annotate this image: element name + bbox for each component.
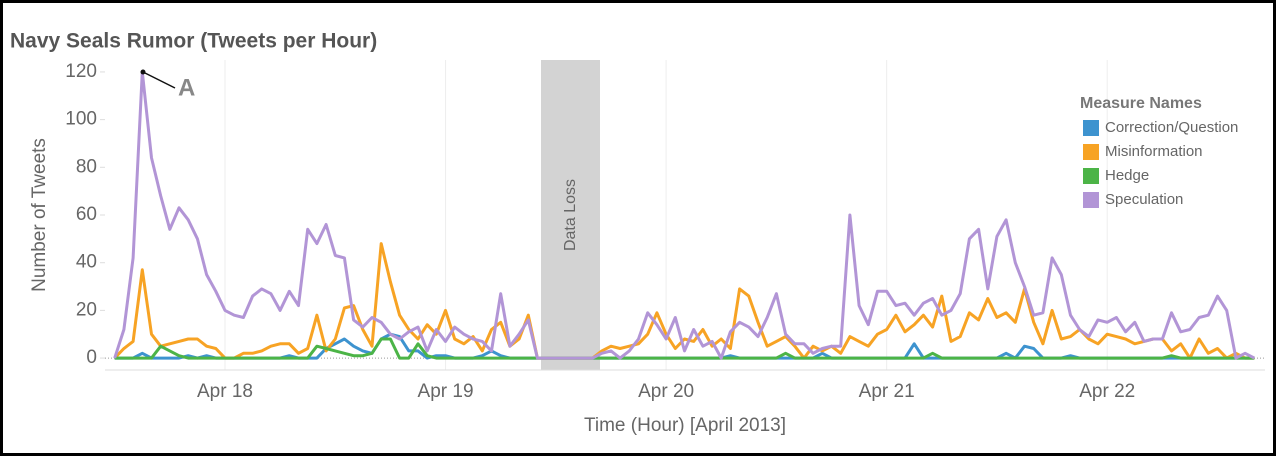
legend-swatch (1083, 192, 1099, 208)
x-axis-title: Time (Hour) [April 2013] (584, 415, 786, 436)
y-tick-label: 80 (76, 156, 97, 177)
legend-label: Misinformation (1105, 143, 1203, 160)
grid: 0 20 40 60 80 100 120 Apr 18 Apr 19 Apr 20 Apr 21 A… (65, 60, 1265, 402)
chart-title: Navy Seals Rumor (Tweets per Hour) (10, 30, 377, 53)
y-tick-label: 20 (76, 299, 97, 320)
legend-swatch (1083, 144, 1099, 160)
annotation-pointer (142, 71, 176, 89)
x-tick-label: Apr 20 (638, 381, 694, 402)
y-tick-label: 120 (65, 61, 97, 82)
legend-swatch (1083, 168, 1099, 184)
legend-title: Measure Names (1080, 95, 1202, 112)
legend-label: Speculation (1105, 191, 1183, 208)
annotation-dot (140, 69, 146, 75)
legend-swatch (1083, 120, 1099, 136)
plot (113, 70, 1255, 360)
y-axis-title: Number of Tweets (29, 138, 50, 292)
data-loss-band (541, 60, 600, 370)
x-tick-label: Apr 22 (1079, 381, 1135, 402)
x-tick-label: Apr 21 (859, 381, 915, 402)
series-line (113, 242, 1255, 360)
legend-label: Hedge (1105, 167, 1149, 184)
x-tick-label: Apr 18 (197, 381, 253, 402)
legend-label: Correction/Question (1105, 119, 1238, 136)
series-line (114, 337, 1255, 360)
y-tick-label: 100 (65, 109, 97, 130)
y-tick-label: 0 (86, 347, 97, 368)
series-line (113, 70, 1255, 360)
x-tick-label: Apr 19 (418, 381, 474, 402)
legend: Correction/Question Misinformation Hedge Sp… (1083, 119, 1238, 208)
y-tick-label: 60 (76, 204, 97, 225)
annotation-label: A (178, 74, 195, 101)
data-loss-label: Data Loss (562, 179, 579, 251)
y-tick-label: 40 (76, 252, 97, 273)
